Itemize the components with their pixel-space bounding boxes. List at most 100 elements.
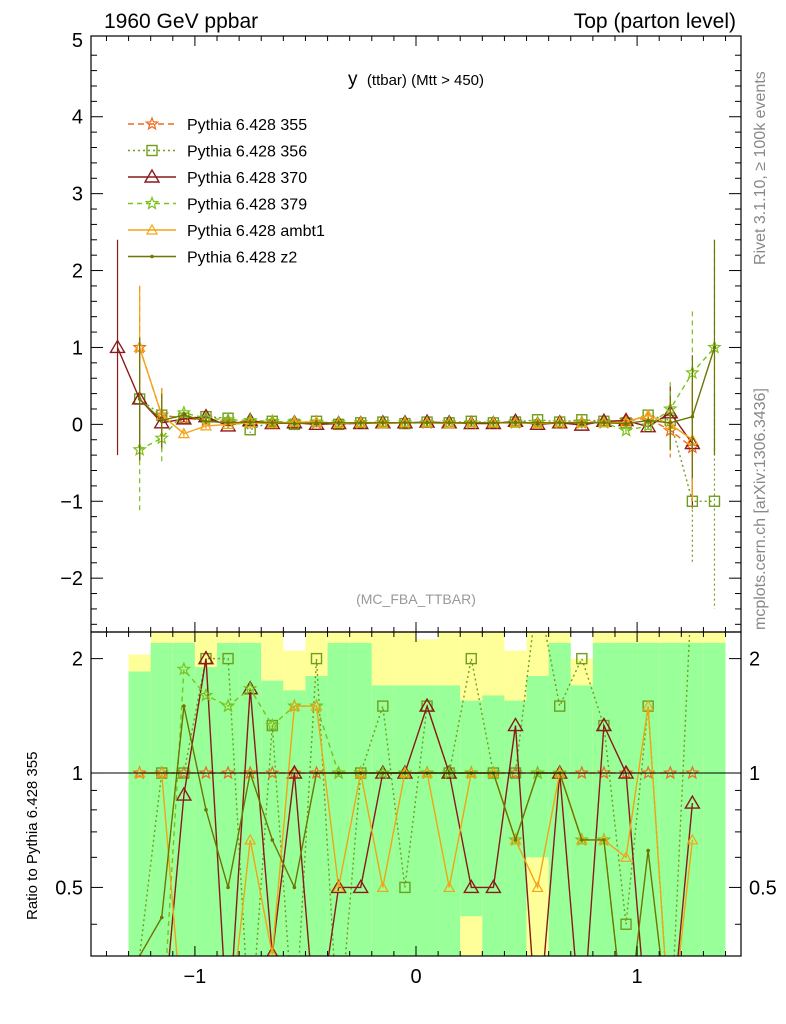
series-point (469, 421, 474, 425)
ratio-band-green (703, 642, 726, 956)
ratio-band-green (681, 642, 704, 956)
rivet-side-label: Rivet 3.1.10, ≥ 100k events (752, 71, 769, 265)
ratio-point (375, 765, 391, 780)
y-tick-label-ratio-right: 2 (749, 649, 760, 671)
ratio-point (265, 717, 280, 732)
y-tick-label-top: 5 (72, 30, 83, 52)
ratio-point (376, 881, 389, 893)
legend-label: Pythia 6.428 ambt1 (187, 223, 325, 240)
ratio-point (396, 764, 414, 779)
ratio-point (292, 885, 297, 890)
series-line (139, 347, 716, 451)
ratio-point (530, 765, 545, 780)
series-point (358, 421, 363, 425)
series-point (690, 414, 695, 419)
legend-marker (146, 144, 158, 157)
series-point (513, 421, 518, 425)
legend-marker (150, 254, 154, 259)
ratio-point (686, 833, 699, 845)
legend-label: Pythia 6.428 370 (187, 170, 307, 187)
ratio-point (642, 699, 655, 711)
ratio-point (684, 794, 701, 809)
series-point (708, 495, 721, 507)
series-point (447, 421, 451, 425)
ratio-point (330, 879, 347, 894)
ratio-point (485, 879, 502, 894)
ratio-point (310, 652, 323, 665)
ratio-point (646, 848, 650, 853)
ratio-point (418, 697, 436, 712)
series-point (292, 421, 297, 426)
header-left-label: 1960 GeV ppbar (104, 10, 258, 33)
ratio-point (551, 764, 568, 779)
ratio-line (139, 658, 694, 956)
ratio-point (241, 680, 259, 695)
series-point (640, 418, 656, 433)
ratio-point (620, 918, 632, 930)
ratio-point (222, 652, 234, 665)
ratio-point (596, 765, 612, 780)
series-line (138, 347, 693, 448)
ratio-uncertainty-bands (128, 632, 726, 956)
y-tick-label-top: 4 (72, 107, 83, 129)
ratio-point (220, 765, 236, 780)
series-point (199, 419, 212, 431)
series-point (226, 421, 230, 425)
series-point (182, 413, 186, 417)
series-point (618, 422, 634, 437)
legend: Pythia 6.428 355 Pythia 6.428 356 Pythia 6… (128, 116, 325, 267)
ratio-point (197, 650, 215, 665)
ratio-point (685, 765, 700, 780)
ratio-point (509, 833, 522, 845)
ratio-point (595, 717, 613, 732)
legend-marker (144, 195, 160, 210)
series-point (248, 420, 252, 424)
ratio-line (138, 632, 691, 956)
ratio-band-green (217, 642, 240, 956)
series-point (580, 421, 584, 425)
ratio-point (244, 833, 257, 845)
y-tick-label-ratio: 1 (72, 763, 83, 785)
series-point (624, 421, 628, 426)
y-tick-label-ratio: 2 (72, 649, 83, 671)
ratio-point (513, 838, 518, 842)
y-tick-label-top: 1 (72, 337, 83, 359)
y-tick-label-ratio-right: 1 (749, 763, 760, 785)
y-tick-label-top: −2 (60, 568, 83, 590)
series-point (551, 414, 568, 429)
ratio-point (242, 681, 258, 695)
ratio-point (574, 765, 590, 780)
series-point (491, 421, 496, 425)
ratio-point (443, 881, 456, 893)
ratio-band-green (570, 685, 593, 956)
plot-title: y (ttbar) (Mtt > 450) (348, 69, 484, 90)
ratio-band-green (150, 642, 173, 956)
y-tick-label-top: 0 (72, 414, 83, 436)
y-tick-label-ratio: 0.5 (55, 877, 83, 899)
y-tick-label-top: 3 (72, 184, 83, 206)
series-line (139, 347, 716, 425)
series-point (137, 397, 142, 401)
ratio-point (440, 764, 458, 779)
series-point (535, 421, 540, 425)
mcplots-side-label: mcplots.cern.ch [arXiv:1306.3436] (752, 388, 769, 630)
plot-title-main: y (348, 69, 358, 90)
ratio-point (399, 881, 411, 894)
top-panel-series (109, 239, 722, 609)
series-point (557, 421, 562, 425)
series-point (668, 421, 673, 425)
series-point (314, 421, 319, 425)
ratio-point (310, 699, 323, 711)
series-point (425, 421, 429, 425)
ratio-point (620, 851, 633, 862)
ratio-point (176, 661, 192, 676)
series-point (310, 415, 323, 427)
ratio-point (377, 700, 389, 712)
ratio-band-green (614, 642, 638, 956)
series-point (109, 339, 126, 354)
ratio-band-green (283, 690, 306, 956)
ratio-band-green (659, 642, 682, 956)
ratio-band-green (371, 685, 394, 956)
ratio-point (576, 652, 588, 665)
